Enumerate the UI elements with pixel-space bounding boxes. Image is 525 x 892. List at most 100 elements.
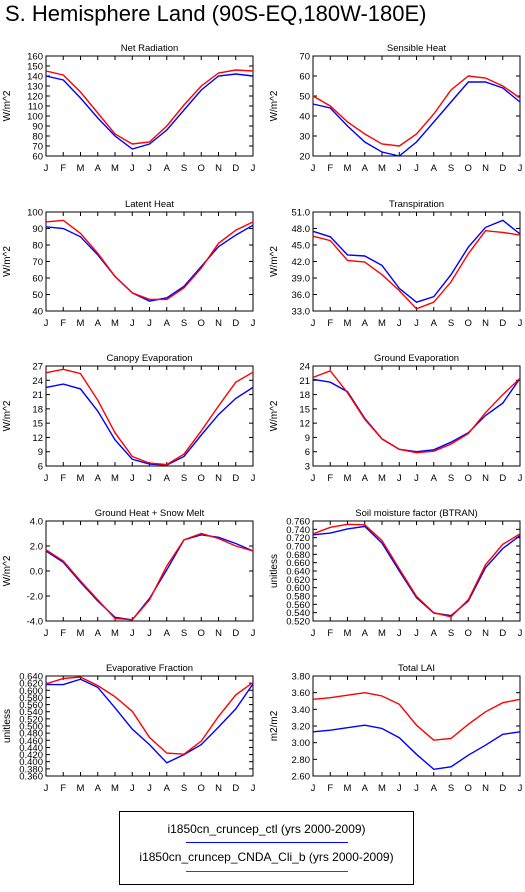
x-tick-label: J (147, 473, 152, 484)
x-tick-label: A (362, 473, 369, 484)
y-tick-label: 0.440 (19, 743, 43, 754)
y-tick-label: 160 (27, 52, 43, 63)
x-tick-label: A (164, 628, 171, 639)
chart-panel-7: Soil moisture factor (BTRAN) unitless 0.52… (269, 508, 523, 639)
y-tick-label: 39.0 (292, 274, 311, 285)
x-tick-label: S (181, 628, 187, 639)
legend-label-ctl: i1850cn_cruncep_ctl (yrs 2000-2009) (167, 822, 366, 836)
y-tick-label: 0.600 (286, 583, 310, 594)
y-tick-label: -2.0 (27, 592, 43, 603)
x-tick-label: F (60, 783, 66, 794)
y-axis-label: W/m^2 (2, 555, 13, 586)
x-tick-label: M (344, 783, 352, 794)
y-tick-label: 120 (27, 92, 43, 103)
x-tick-label: O (198, 783, 205, 794)
y-tick-label: 60 (299, 72, 310, 83)
y-tick-label: 2.60 (292, 772, 311, 783)
chart-panel-3: Transpiration W/m^2 33.0 36.0 39.0 42.0 45.0 48… (269, 199, 523, 329)
x-tick-label: F (327, 628, 333, 639)
x-tick-label: M (378, 318, 386, 329)
chart-panel-8: Evaporative Fractionunitless0.3600.3800.… (2, 663, 256, 794)
x-tick-label: J (518, 318, 523, 329)
x-tick-label: A (362, 318, 369, 329)
y-axis-label: W/m^2 (2, 400, 13, 431)
series-line-ctl (312, 219, 521, 303)
x-tick-label: M (378, 628, 386, 639)
x-tick-label: D (232, 628, 239, 639)
x-tick-label: J (414, 628, 419, 639)
x-tick-label: N (215, 473, 222, 484)
x-tick-label: J (251, 473, 256, 484)
x-tick-label: M (344, 473, 352, 484)
y-tick-label: 3.80 (292, 672, 311, 683)
y-tick-label: 9 (38, 447, 43, 458)
x-tick-label: J (130, 318, 135, 329)
y-tick-label: 0.500 (19, 722, 43, 733)
x-tick-label: J (414, 318, 419, 329)
x-tick-label: O (465, 163, 472, 174)
x-tick-label: J (44, 473, 49, 484)
x-tick-label: S (448, 473, 454, 484)
x-tick-label: A (362, 163, 369, 174)
x-tick-label: F (60, 318, 66, 329)
x-tick-label: M (77, 628, 85, 639)
x-tick-label: J (397, 473, 402, 484)
series-line-cnda (312, 523, 521, 618)
x-tick-label: A (95, 163, 102, 174)
plot-frame (45, 211, 254, 312)
x-tick-label: D (499, 628, 506, 639)
x-tick-label: J (44, 783, 49, 794)
x-tick-label: J (414, 163, 419, 174)
x-tick-label: F (60, 628, 66, 639)
x-tick-label: M (77, 473, 85, 484)
x-tick-label: O (465, 783, 472, 794)
x-tick-label: O (198, 473, 205, 484)
x-tick-label: M (111, 628, 119, 639)
x-tick-label: F (327, 473, 333, 484)
y-tick-label: 90 (32, 224, 43, 235)
chart-title: Canopy Evaporation (106, 353, 192, 364)
x-tick-label: M (111, 163, 119, 174)
x-tick-label: N (215, 628, 222, 639)
series-line-cnda (45, 219, 254, 301)
series-line-ctl (45, 383, 254, 466)
chart-title: Total LAI (398, 663, 435, 674)
x-tick-label: F (327, 318, 333, 329)
x-tick-label: J (44, 318, 49, 329)
x-tick-label: M (77, 318, 85, 329)
x-tick-label: N (482, 628, 489, 639)
x-tick-label: J (311, 473, 316, 484)
y-tick-label: 24 (32, 376, 43, 387)
x-tick-label: F (60, 163, 66, 174)
x-tick-label: J (414, 473, 419, 484)
x-tick-label: J (518, 628, 523, 639)
y-tick-label: 3.60 (292, 688, 311, 699)
y-tick-label: 2.0 (30, 542, 43, 553)
x-tick-label: D (499, 318, 506, 329)
x-tick-label: J (397, 783, 402, 794)
x-tick-label: F (327, 783, 333, 794)
plot-frame (312, 520, 521, 622)
x-tick-label: D (232, 163, 239, 174)
y-tick-label: 0.640 (286, 567, 310, 578)
x-tick-label: N (482, 163, 489, 174)
y-tick-label: 0.720 (286, 533, 310, 544)
x-tick-label: A (362, 783, 369, 794)
y-tick-label: 60 (32, 274, 43, 285)
x-tick-label: A (95, 628, 102, 639)
x-tick-label: M (77, 163, 85, 174)
y-tick-label: 2.80 (292, 755, 311, 766)
y-tick-label: 140 (27, 72, 43, 83)
x-tick-label: J (130, 783, 135, 794)
x-tick-label: S (181, 473, 187, 484)
x-tick-label: J (518, 163, 523, 174)
y-tick-label: 0.700 (286, 542, 310, 553)
chart-panel-0: Net Radiation W/m^2 6070809010011012013014… (2, 43, 256, 174)
y-tick-label: 60 (32, 152, 43, 163)
x-tick-label: O (198, 318, 205, 329)
series-line-ctl (312, 81, 521, 157)
x-tick-label: N (215, 163, 222, 174)
x-tick-label: O (198, 163, 205, 174)
x-tick-label: J (518, 473, 523, 484)
y-tick-label: 130 (27, 82, 43, 93)
